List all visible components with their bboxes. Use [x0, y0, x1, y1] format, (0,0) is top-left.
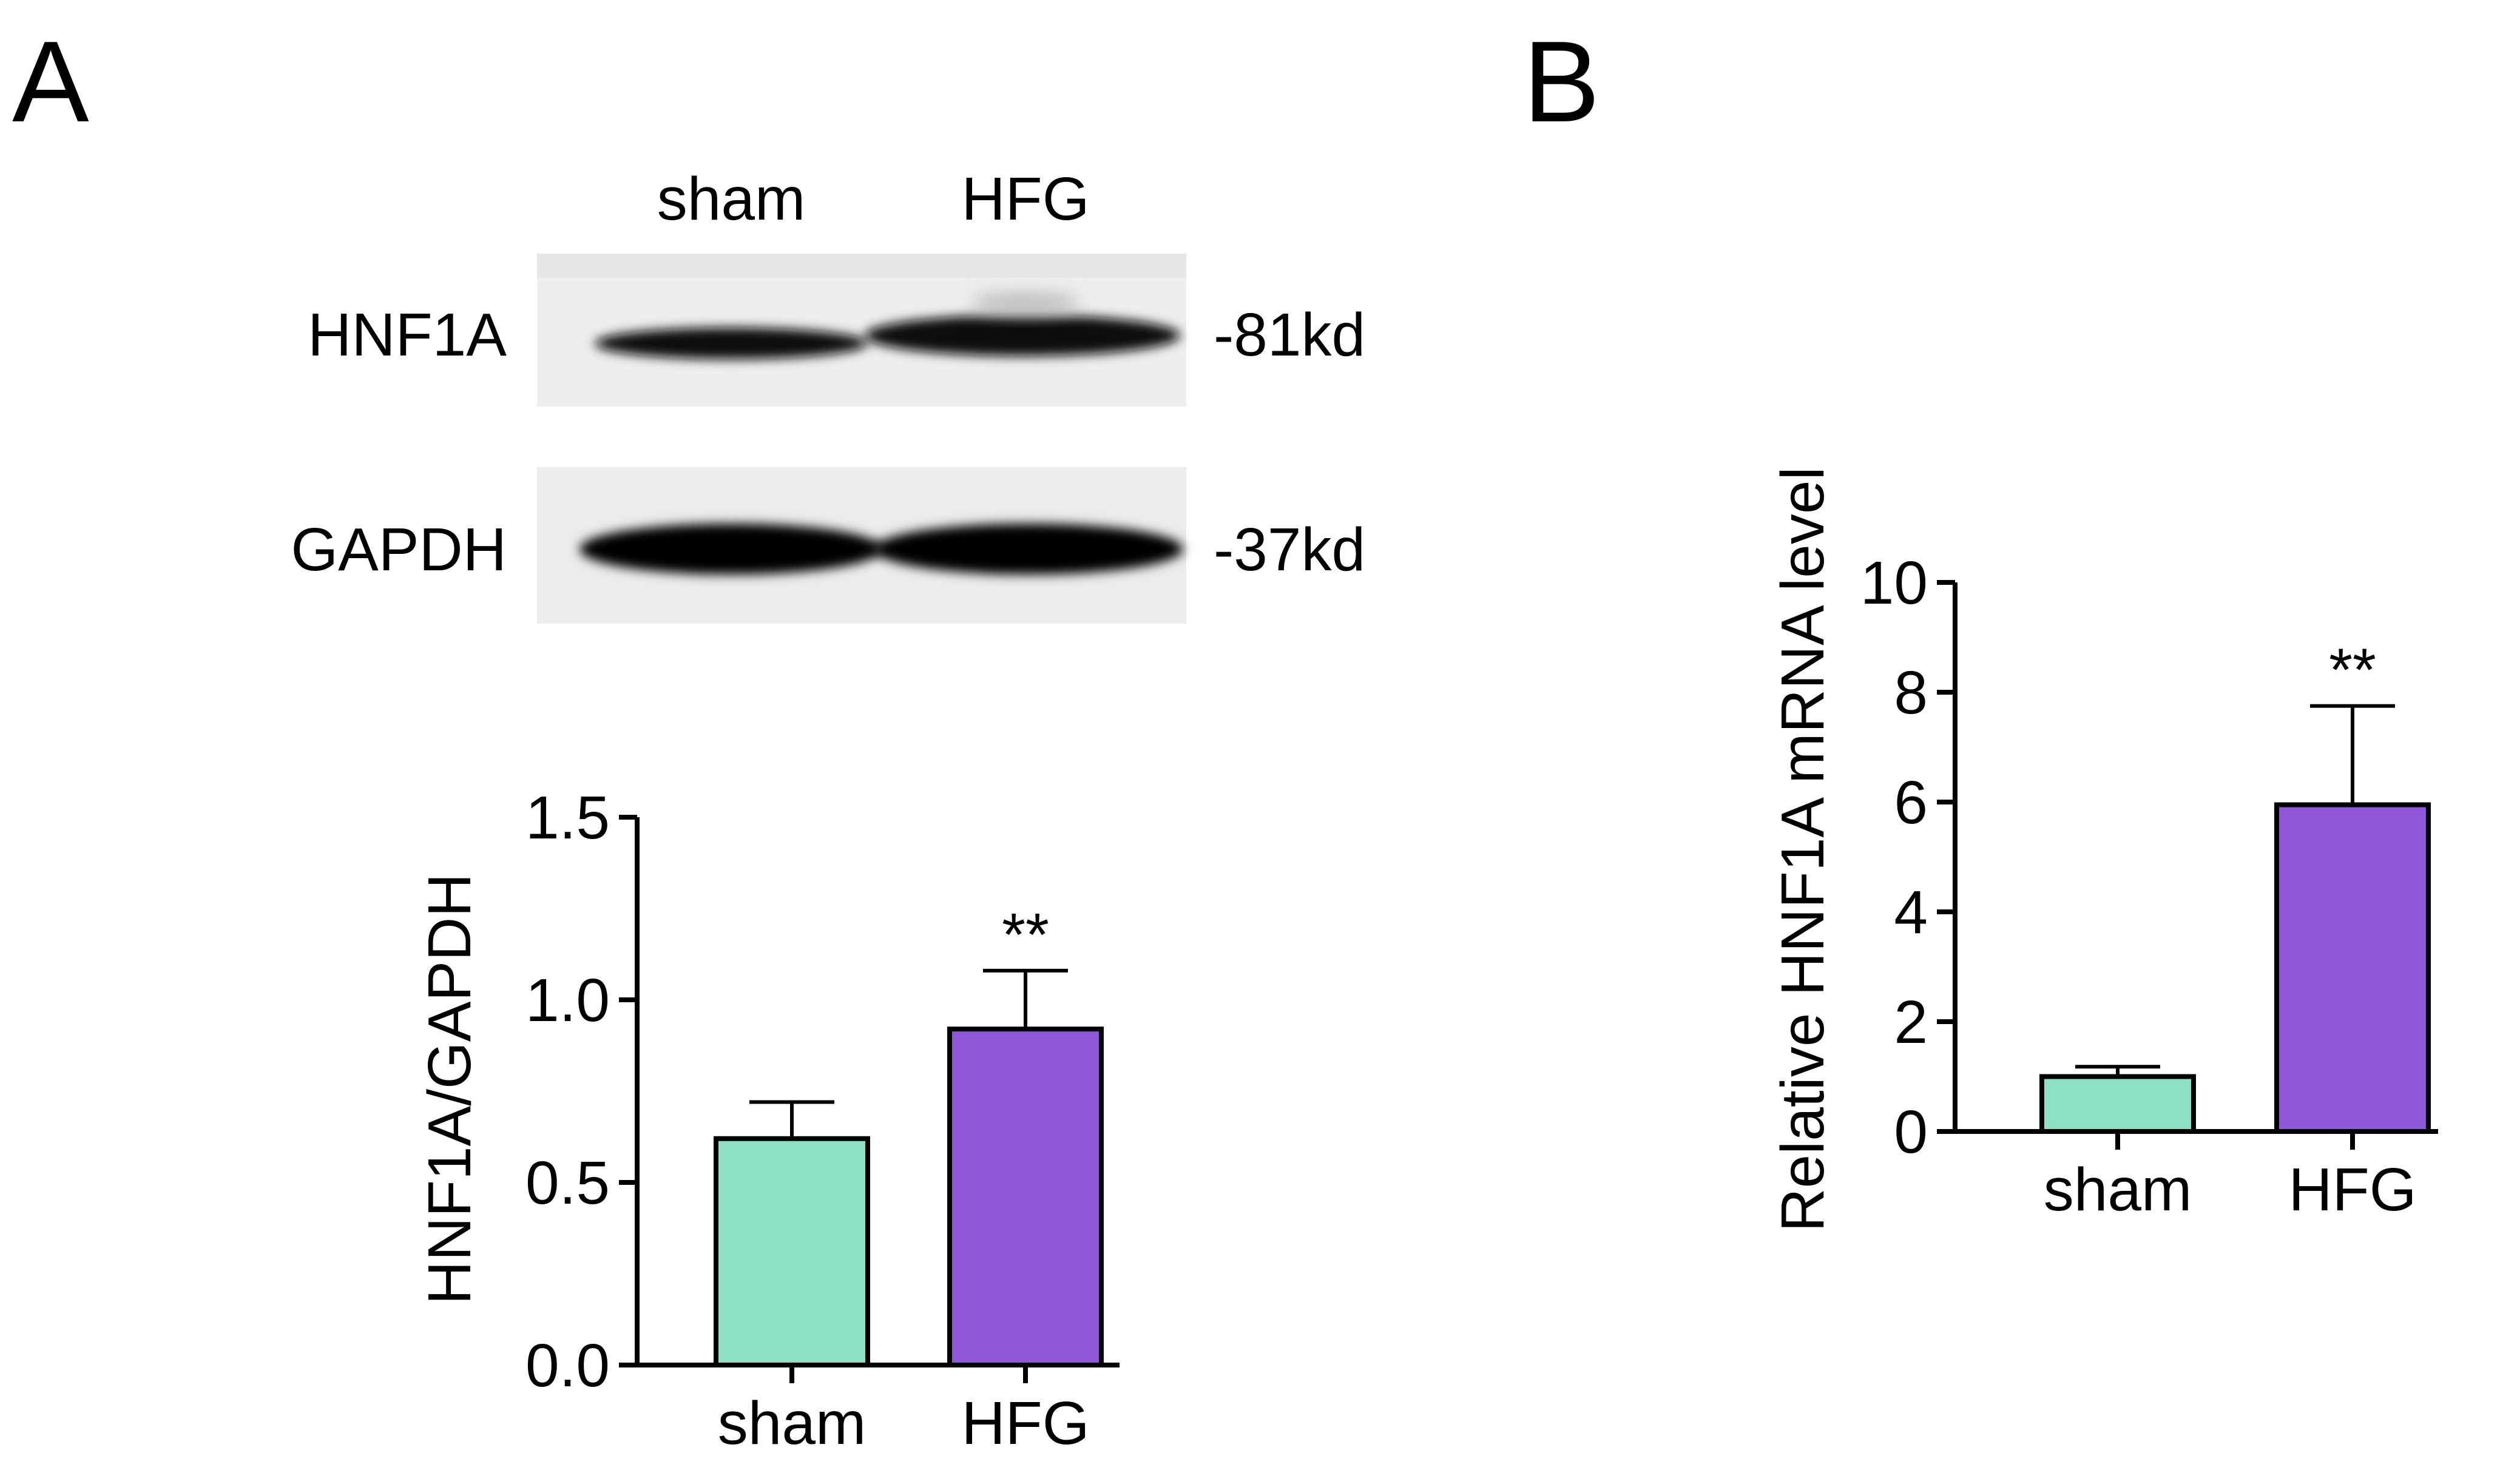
chart-a-hnf1a-gapdh: 0.0 0.5 1.0 1.5 sham HFG ** HNF1A/GAPDH [416, 784, 1120, 1457]
x-tick-label-sham: sham [718, 1389, 866, 1457]
blot-band-gapdh-hfg [874, 524, 1183, 575]
blot-protein-label-hnf1a: HNF1A [308, 301, 507, 369]
bar-hfg [2274, 802, 2431, 1134]
blot-band-hnf1a-sham [595, 328, 868, 359]
western-blot: sham HFG HNF1A -81kd GAPDH -37kd [291, 165, 1365, 624]
y-tick-label: 8 [1894, 659, 1928, 727]
blot-lane-label-hfg: HFG [961, 165, 1089, 233]
y-axis-label: Relative HNF1A mRNA level [1769, 467, 1837, 1232]
x-tick-label-hfg: HFG [961, 1389, 1089, 1457]
x-tick-label-hfg: HFG [2288, 1156, 2416, 1224]
blot-band-hnf1a-hfg [865, 315, 1180, 356]
significance-marker: ** [1002, 901, 1049, 969]
y-tick-label: 0.0 [525, 1332, 610, 1400]
chart-b-relative-mrna: 0 2 4 6 8 10 sham HFG ** Relative HNF1A mRNA leve… [1769, 467, 2438, 1232]
bar-sham [714, 1136, 870, 1367]
bar-sham [2039, 1074, 2196, 1134]
blot-strip-hnf1a [537, 254, 1186, 406]
blot-lane-label-sham: sham [657, 165, 806, 233]
y-tick-label: 0.5 [525, 1149, 610, 1217]
panel-letter-a: A [12, 18, 89, 146]
y-tick-label: 4 [1894, 878, 1928, 946]
y-tick-label: 2 [1894, 988, 1928, 1056]
y-tick-label: 1.5 [525, 784, 610, 852]
blot-size-label-37kd: -37kd [1214, 516, 1365, 584]
bar-hfg [947, 1027, 1104, 1368]
blot-size-label-81kd: -81kd [1214, 301, 1365, 369]
blot-protein-label-gapdh: GAPDH [291, 516, 507, 584]
y-tick-label: 6 [1894, 769, 1928, 837]
significance-marker: ** [2329, 636, 2376, 704]
blot-strip-gapdh [537, 467, 1186, 624]
x-tick-label-sham: sham [2044, 1156, 2192, 1224]
y-tick-label: 0 [1894, 1098, 1928, 1166]
y-tick-label: 1.0 [525, 966, 610, 1034]
y-tick-label: 10 [1860, 549, 1928, 617]
panel-letter-b: B [1523, 18, 1600, 146]
y-axis-label: HNF1A/GAPDH [416, 873, 484, 1304]
blot-band-gapdh-sham [579, 524, 883, 575]
